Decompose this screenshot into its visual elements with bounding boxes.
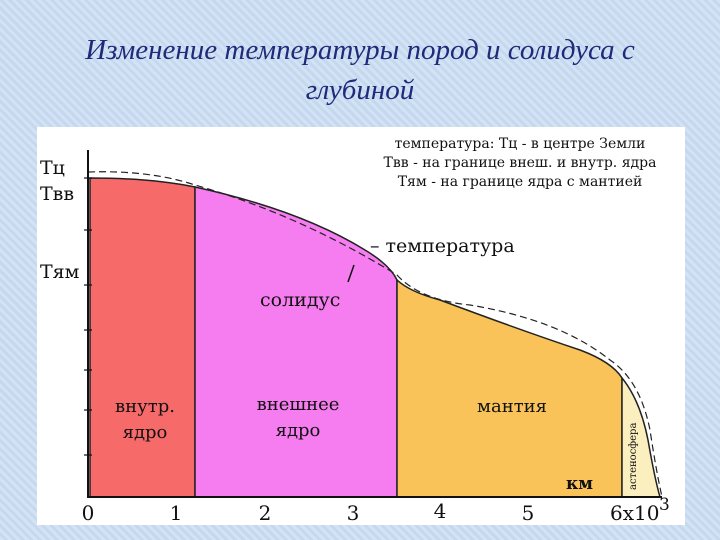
x-label: 4 <box>434 499 447 523</box>
region-label: внешнее <box>257 394 340 415</box>
temperature-curve <box>87 171 663 498</box>
x-label: 2 <box>259 501 272 525</box>
region-label: мантия <box>477 396 547 417</box>
region-label: ядро <box>123 422 168 443</box>
x-label: 6x10 <box>610 501 659 525</box>
legend-line: температура: Тц - в центре Земли <box>395 136 646 152</box>
x-label: 1 <box>170 501 183 525</box>
curve-label: солидус <box>260 289 340 311</box>
y-label: Твв <box>40 183 74 205</box>
legend-line: Твв - на границе внеш. и внутр. ядра <box>384 155 657 171</box>
mantle <box>396 278 623 498</box>
region-label: ядро <box>276 420 321 441</box>
y-label: Тям <box>40 261 80 283</box>
y-label: Тц <box>40 157 65 179</box>
inner-core <box>89 177 196 498</box>
solidus-pointer <box>347 264 355 283</box>
x-exponent: 3 <box>659 495 670 515</box>
legend-line: Тям - на границе ядра с мантией <box>398 174 643 190</box>
title: Изменение температуры пород и солидуса с… <box>85 34 635 106</box>
curve-label: – температура <box>370 235 515 257</box>
x-label: 0 <box>82 501 95 525</box>
region-label: астеносфера <box>628 423 639 490</box>
region-label: внутр. <box>115 396 175 417</box>
x-unit: км <box>566 474 593 494</box>
asthenosphere <box>621 375 662 498</box>
x-label: 3 <box>347 501 360 525</box>
y-ticks <box>84 177 92 456</box>
x-label: 5 <box>522 501 535 525</box>
